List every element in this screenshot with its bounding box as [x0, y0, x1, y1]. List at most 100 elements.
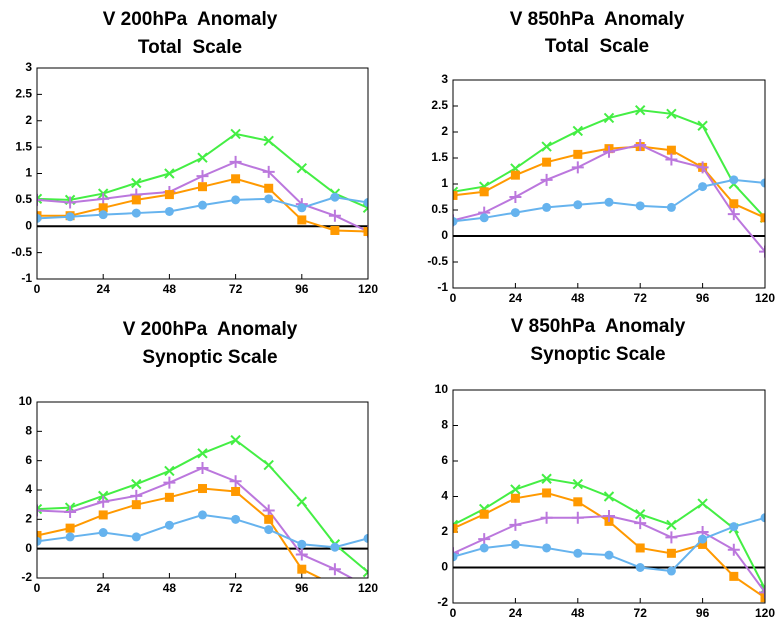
x-tick-label: 48	[163, 282, 177, 296]
marker	[330, 542, 340, 552]
marker	[37, 530, 42, 540]
x-tick-label: 24	[509, 291, 523, 305]
marker	[759, 586, 765, 599]
marker	[131, 208, 141, 218]
marker	[509, 518, 522, 531]
marker	[37, 213, 42, 223]
chart-title: V 200hPa Anomaly	[103, 9, 278, 30]
y-tick-label: 3	[441, 72, 448, 86]
marker	[130, 489, 143, 502]
marker	[666, 548, 676, 558]
marker	[635, 543, 645, 553]
marker	[263, 459, 274, 471]
marker	[478, 533, 491, 546]
marker	[603, 491, 615, 502]
marker	[131, 500, 141, 510]
marker	[330, 225, 340, 235]
y-tick-label: 2	[25, 512, 32, 526]
marker	[760, 513, 765, 523]
marker	[541, 473, 552, 484]
marker	[453, 523, 458, 533]
marker	[231, 195, 241, 205]
marker	[297, 564, 307, 574]
y-tick-label: 0.5	[15, 192, 32, 206]
marker	[231, 514, 241, 524]
plot-frame	[452, 79, 766, 289]
marker	[262, 165, 275, 178]
marker	[363, 198, 368, 208]
marker	[363, 533, 368, 543]
marker	[603, 145, 615, 158]
y-tick-label: -0.5	[11, 245, 32, 259]
chart-subtitle: Total Scale	[138, 37, 242, 58]
y-tick-label: 2.5	[15, 87, 32, 101]
marker	[164, 492, 174, 502]
plot-area	[453, 473, 765, 603]
marker	[65, 212, 75, 222]
y-tick-label: 3	[25, 60, 32, 74]
marker	[604, 550, 614, 560]
y-tick-label: 2	[25, 113, 32, 127]
marker	[264, 514, 274, 524]
marker	[698, 182, 708, 192]
marker	[540, 173, 553, 186]
marker	[229, 475, 242, 488]
marker	[729, 199, 739, 209]
x-tick-label: 72	[634, 606, 648, 620]
marker	[634, 509, 646, 520]
marker	[510, 493, 520, 503]
marker	[330, 192, 340, 202]
marker	[196, 170, 209, 183]
marker	[37, 504, 43, 517]
y-tick-label: -2	[437, 595, 448, 609]
marker	[164, 520, 174, 530]
marker	[540, 511, 553, 524]
marker	[297, 539, 307, 549]
marker	[603, 510, 615, 523]
x-tick-label: 0	[450, 291, 457, 305]
marker	[760, 178, 765, 188]
marker	[666, 566, 676, 576]
marker	[697, 498, 708, 509]
marker	[573, 497, 583, 507]
y-tick-label: -2	[21, 570, 32, 584]
chart-subtitle: Synoptic Scale	[142, 347, 277, 368]
marker	[604, 197, 614, 207]
y-tick-label: 1.5	[431, 150, 448, 164]
x-tick-label: 72	[229, 282, 243, 296]
y-tick-label: 1.5	[15, 139, 32, 153]
marker	[666, 519, 677, 531]
marker	[542, 202, 552, 212]
plot-frame	[36, 67, 369, 280]
x-tick-label: 48	[571, 606, 585, 620]
marker	[729, 175, 739, 185]
marker	[479, 509, 489, 519]
y-tick-label: 2	[441, 524, 448, 538]
marker	[37, 193, 43, 206]
marker	[164, 465, 175, 477]
chart-title: V 850hPa Anomaly	[510, 9, 685, 30]
marker	[634, 139, 647, 151]
marker	[666, 202, 676, 212]
marker	[297, 203, 307, 213]
marker	[264, 525, 274, 535]
marker	[635, 563, 645, 572]
marker	[573, 200, 583, 210]
marker	[573, 149, 583, 159]
y-tick-label: 10	[435, 382, 449, 396]
marker	[666, 145, 676, 155]
x-tick-label: 24	[97, 581, 111, 595]
plot-area	[453, 104, 765, 258]
chart-subtitle: Total Scale	[545, 36, 649, 57]
y-tick-label: 1	[441, 176, 448, 190]
y-tick-label: -1	[437, 280, 448, 294]
marker	[37, 193, 43, 205]
marker	[510, 208, 520, 218]
x-tick-label: 96	[295, 282, 309, 296]
y-tick-label: 10	[19, 394, 33, 408]
marker	[572, 125, 584, 137]
marker	[479, 213, 489, 223]
marker	[698, 534, 708, 544]
marker	[542, 157, 552, 167]
